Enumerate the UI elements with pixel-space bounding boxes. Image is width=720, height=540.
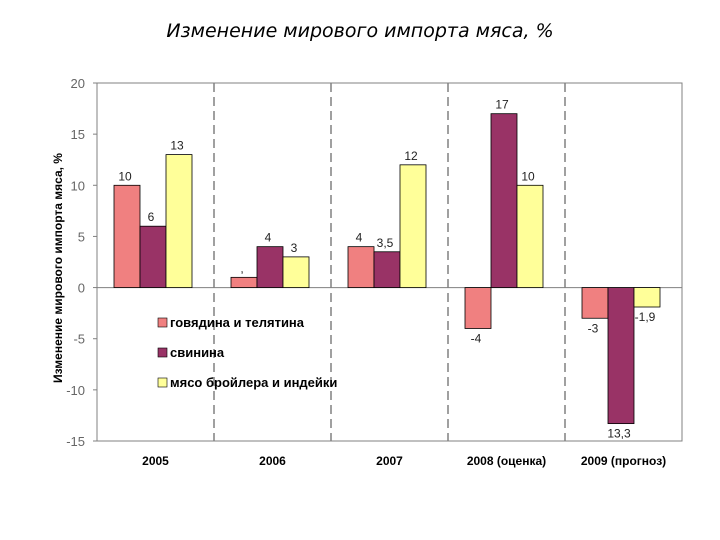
bar <box>139 225 167 288</box>
category-separators <box>213 83 566 441</box>
data-label: 6 <box>148 210 155 224</box>
data-label: 3,5 <box>377 236 394 250</box>
bars <box>113 113 661 425</box>
chart-title: Изменение мирового импорта мяса, % <box>166 20 554 42</box>
category-label: 2005 <box>142 454 169 468</box>
bar <box>256 246 284 288</box>
data-label: 17 <box>495 98 509 112</box>
data-label: 10 <box>118 169 132 183</box>
category-label: 2009 (прогноз) <box>581 454 666 468</box>
data-label: -1,9 <box>635 310 656 324</box>
y-tick-label: -10 <box>66 383 85 398</box>
bar <box>113 184 141 288</box>
y-tick-label: 5 <box>78 229 85 244</box>
bar <box>464 287 492 329</box>
legend-swatch <box>157 377 168 388</box>
y-axis-ticks: 20 15 10 5 0 -5 -10 -15 <box>66 76 97 449</box>
y-tick-label: 10 <box>71 178 85 193</box>
bar <box>373 251 401 288</box>
data-label: 4 <box>356 231 363 245</box>
category-label: 2008 (оценка) <box>467 454 546 468</box>
bar <box>165 154 193 288</box>
y-tick-label: 0 <box>78 281 85 296</box>
data-label: 13,3 <box>607 427 631 441</box>
bar <box>347 246 375 288</box>
bar <box>490 113 518 288</box>
category-label: 2007 <box>376 454 403 468</box>
legend: говядина и телятина свинина мясо бройлера … <box>157 315 337 390</box>
y-tick-label: 15 <box>71 127 85 142</box>
y-tick-label: 20 <box>71 76 85 91</box>
data-label: 12 <box>404 149 418 163</box>
data-label: -3 <box>588 321 599 335</box>
y-axis-label: Изменение мирового импорта мяса, % <box>51 153 65 383</box>
legend-label: мясо бройлера и индейки <box>170 375 337 390</box>
bar <box>516 184 544 288</box>
category-labels: 2005 2006 2007 2008 (оценка) 2009 (прогноз) <box>142 454 666 468</box>
bar <box>282 256 310 288</box>
bar <box>399 164 427 288</box>
data-label: 10 <box>521 169 535 183</box>
legend-swatch <box>157 317 168 328</box>
bar <box>230 276 258 288</box>
legend-label: говядина и телятина <box>170 315 305 330</box>
y-tick-label: -15 <box>66 434 85 449</box>
legend-label: свинина <box>170 345 225 360</box>
data-label: , <box>240 261 243 275</box>
value-labels: 10 6 13, 4 3 4 3,5 12 -4 17 10 -3 13,3 -1,9 <box>118 98 655 441</box>
bar <box>581 287 609 319</box>
y-tick-label: -5 <box>73 332 85 347</box>
data-label: -4 <box>471 331 482 345</box>
category-label: 2006 <box>259 454 286 468</box>
data-label: 4 <box>265 231 272 245</box>
bar <box>607 287 635 425</box>
bar <box>633 287 661 308</box>
data-label: 3 <box>291 241 298 255</box>
legend-swatch <box>157 347 168 358</box>
data-label: 13 <box>170 139 184 153</box>
